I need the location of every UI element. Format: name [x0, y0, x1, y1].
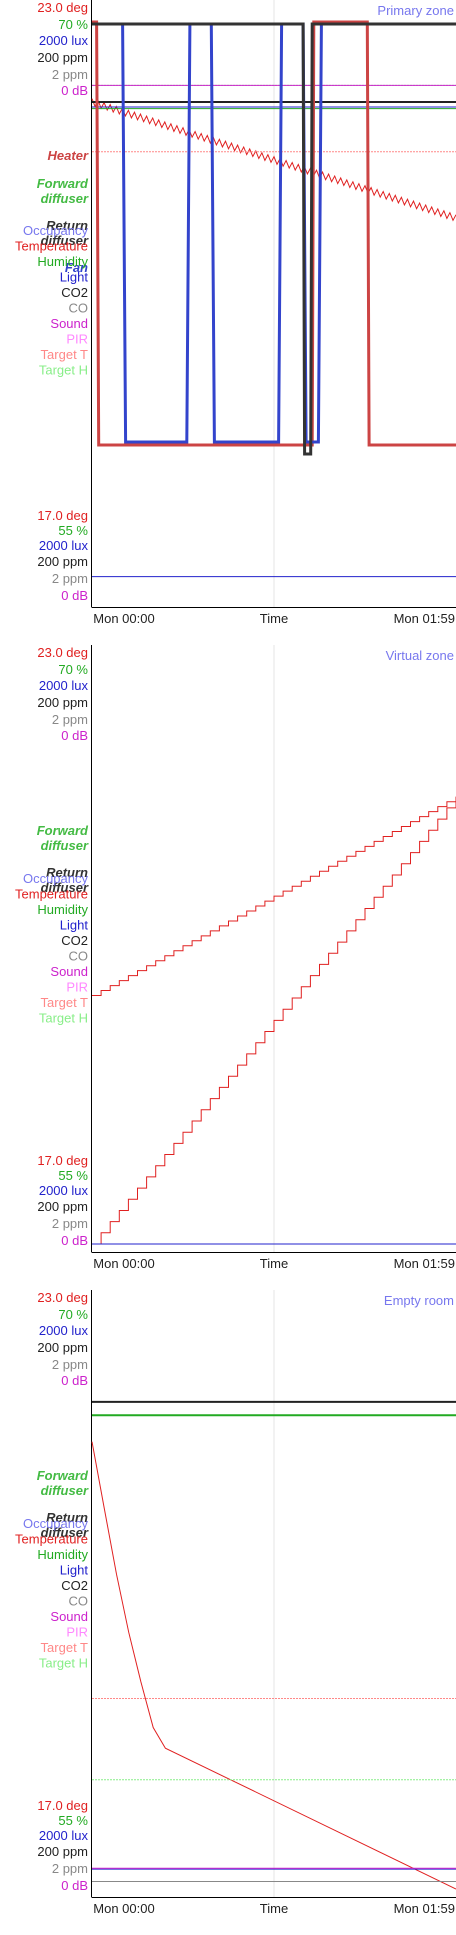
legend-light: Light: [60, 918, 89, 933]
y-tick-bottom-sound: 0 dB: [61, 1878, 88, 1893]
y-tick-top-light: 2000 lux: [39, 1323, 89, 1338]
y-tick-bottom-co2: 200 ppm: [37, 1844, 88, 1859]
x-axis-label: Time: [260, 1256, 288, 1271]
legend-light: Light: [60, 1563, 89, 1578]
legend-co: CO: [69, 1594, 89, 1609]
chart-title: Empty room: [384, 1293, 454, 1308]
legend-humidity: Humidity: [37, 254, 88, 269]
y-tick-top-co2: 200 ppm: [37, 50, 88, 65]
x-axis-label: Time: [260, 611, 288, 626]
y-tick-bottom-co: 2 ppm: [52, 571, 88, 586]
y-tick-bottom-sound: 0 dB: [61, 588, 88, 603]
x-tick-start: Mon 00:00: [93, 1256, 154, 1271]
actuator-label-word: Forward: [37, 823, 89, 838]
legend-co2: CO2: [61, 933, 88, 948]
y-tick-bottom-temperature: 17.0 deg: [37, 1798, 88, 1813]
y-tick-top-temperature: 23.0 deg: [37, 1290, 88, 1305]
legend-co: CO: [69, 949, 89, 964]
legend-temperature: Temperature: [15, 887, 88, 902]
legend-sound: Sound: [50, 1609, 88, 1624]
legend-temperature: Temperature: [15, 1532, 88, 1547]
legend-target-t: Target T: [41, 1640, 89, 1655]
legend-target-h: Target H: [39, 363, 88, 378]
y-tick-top-temperature: 23.0 deg: [37, 0, 88, 15]
chart-title: Primary zone: [377, 3, 454, 18]
x-axis-label: Time: [260, 1901, 288, 1916]
y-tick-top-co: 2 ppm: [52, 67, 88, 82]
y-tick-bottom-sound: 0 dB: [61, 1233, 88, 1248]
y-tick-top-humidity: 70 %: [58, 1307, 88, 1322]
y-tick-bottom-temperature: 17.0 deg: [37, 508, 88, 523]
y-tick-bottom-co: 2 ppm: [52, 1216, 88, 1231]
legend-sound: Sound: [50, 316, 88, 331]
actuator-label-word: diffuser: [41, 838, 89, 853]
y-tick-bottom-light: 2000 lux: [39, 538, 89, 553]
y-tick-top-humidity: 70 %: [58, 17, 88, 32]
x-tick-end: Mon 01:59: [394, 1256, 455, 1271]
y-tick-bottom-light: 2000 lux: [39, 1828, 89, 1843]
y-tick-top-temperature: 23.0 deg: [37, 645, 88, 660]
y-tick-top-sound: 0 dB: [61, 728, 88, 743]
y-tick-bottom-humidity: 55 %: [58, 1168, 88, 1183]
y-tick-bottom-co2: 200 ppm: [37, 1199, 88, 1214]
legend-light: Light: [60, 270, 89, 285]
legend-occupancy: Occupancy: [23, 223, 89, 238]
actuator-label-word: Forward: [37, 176, 89, 191]
x-tick-start: Mon 00:00: [93, 1901, 154, 1916]
legend-pir: PIR: [66, 1625, 88, 1640]
legend-occupancy: Occupancy: [23, 1516, 89, 1531]
x-tick-end: Mon 01:59: [394, 611, 455, 626]
legend-co2: CO2: [61, 1578, 88, 1593]
y-tick-top-light: 2000 lux: [39, 33, 89, 48]
actuator-label-word: diffuser: [41, 191, 89, 206]
legend-occupancy: Occupancy: [23, 871, 89, 886]
x-tick-start: Mon 00:00: [93, 611, 154, 626]
legend-pir: PIR: [66, 980, 88, 995]
actuator-label-word: Heater: [48, 148, 89, 163]
y-tick-bottom-temperature: 17.0 deg: [37, 1153, 88, 1168]
legend-target-h: Target H: [39, 1656, 88, 1671]
legend-sound: Sound: [50, 964, 88, 979]
chart-title: Virtual zone: [386, 648, 454, 663]
y-tick-top-co: 2 ppm: [52, 1357, 88, 1372]
legend-pir: PIR: [66, 332, 88, 347]
actuator-label-word: diffuser: [41, 1483, 89, 1498]
legend-target-h: Target H: [39, 1011, 88, 1026]
legend-temperature: Temperature: [15, 239, 88, 254]
y-tick-top-co: 2 ppm: [52, 712, 88, 727]
y-tick-bottom-light: 2000 lux: [39, 1183, 89, 1198]
legend-target-t: Target T: [41, 347, 89, 362]
x-tick-end: Mon 01:59: [394, 1901, 455, 1916]
legend-target-t: Target T: [41, 995, 89, 1010]
legend-humidity: Humidity: [37, 1547, 88, 1562]
y-tick-top-sound: 0 dB: [61, 83, 88, 98]
y-tick-bottom-humidity: 55 %: [58, 523, 88, 538]
y-tick-bottom-humidity: 55 %: [58, 1813, 88, 1828]
legend-humidity: Humidity: [37, 902, 88, 917]
legend-co: CO: [69, 301, 89, 316]
y-tick-top-light: 2000 lux: [39, 678, 89, 693]
actuator-label-word: Forward: [37, 1468, 89, 1483]
actuator-label-heater: Heater: [48, 148, 89, 163]
y-tick-bottom-co2: 200 ppm: [37, 554, 88, 569]
y-tick-top-humidity: 70 %: [58, 662, 88, 677]
y-tick-top-sound: 0 dB: [61, 1373, 88, 1388]
y-tick-top-co2: 200 ppm: [37, 695, 88, 710]
y-tick-top-co2: 200 ppm: [37, 1340, 88, 1355]
legend-co2: CO2: [61, 285, 88, 300]
y-tick-bottom-co: 2 ppm: [52, 1861, 88, 1876]
